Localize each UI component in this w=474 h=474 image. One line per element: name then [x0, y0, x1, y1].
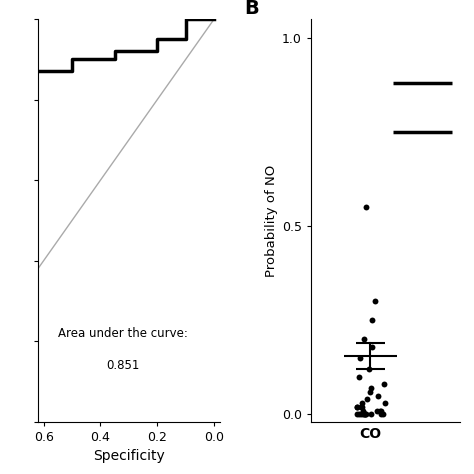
Point: [368, 343, 375, 350]
Point: [355, 373, 363, 381]
Point: [358, 399, 365, 407]
Point: [373, 407, 381, 414]
Point: [361, 410, 368, 418]
Point: [363, 203, 370, 211]
Point: [360, 407, 367, 414]
Text: B: B: [244, 0, 259, 18]
Point: [365, 365, 373, 373]
Point: [361, 335, 368, 343]
Point: [363, 395, 371, 403]
Point: [368, 317, 375, 324]
Point: [382, 399, 389, 407]
Point: [367, 410, 375, 418]
Point: [355, 410, 363, 418]
Point: [354, 410, 361, 418]
Point: [357, 410, 365, 418]
Point: [356, 354, 364, 362]
Point: [372, 298, 379, 305]
Point: [361, 410, 368, 418]
Point: [367, 384, 374, 392]
Text: 0.851: 0.851: [107, 359, 140, 372]
Point: [359, 410, 367, 418]
Point: [358, 403, 365, 410]
Point: [357, 403, 365, 410]
Point: [353, 403, 361, 410]
Point: [353, 403, 361, 410]
Point: [363, 410, 370, 418]
Point: [378, 407, 385, 414]
Y-axis label: Probability of NO: Probability of NO: [264, 164, 278, 276]
X-axis label: Specificity: Specificity: [93, 449, 165, 464]
Text: Area under the curve:: Area under the curve:: [58, 327, 188, 340]
Point: [379, 410, 387, 418]
Point: [366, 388, 374, 395]
Point: [360, 410, 367, 418]
Point: [374, 392, 382, 399]
Point: [376, 407, 383, 414]
Point: [377, 410, 384, 418]
Point: [380, 381, 387, 388]
